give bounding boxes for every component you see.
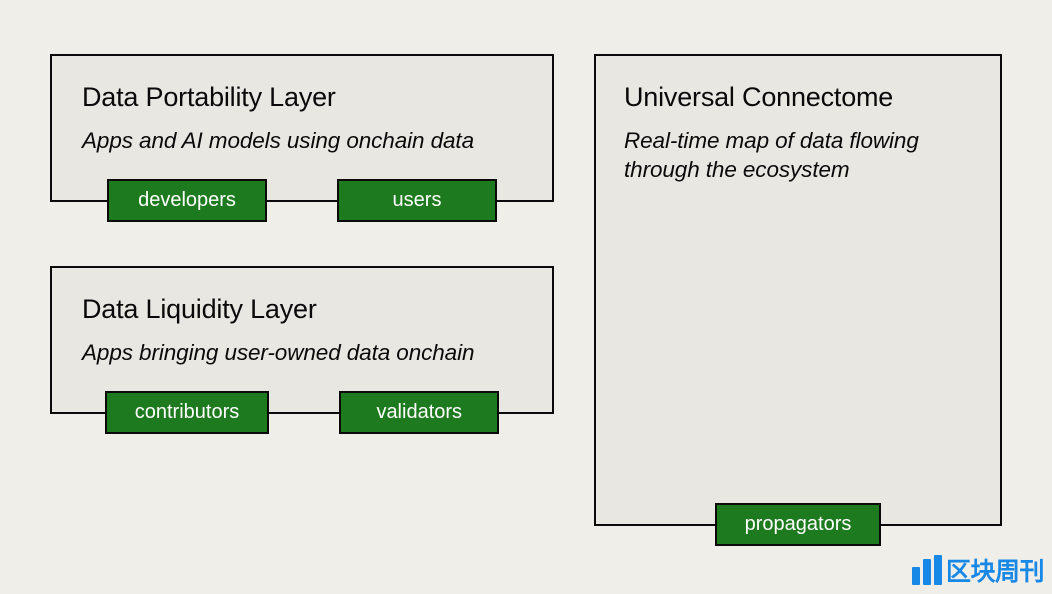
- tag-validators: validators: [339, 391, 499, 434]
- watermark-text: 区块周刊: [946, 552, 1044, 588]
- universal-connectome-box: Universal Connectome Real-time map of da…: [594, 54, 1002, 526]
- left-column: Data Portability Layer Apps and AI model…: [50, 54, 554, 594]
- connectome-title: Universal Connectome: [624, 82, 972, 113]
- right-column: Universal Connectome Real-time map of da…: [594, 54, 1002, 594]
- connectome-description: Real-time map of data flowing through th…: [624, 127, 972, 185]
- liquidity-title: Data Liquidity Layer: [82, 294, 522, 325]
- portability-description: Apps and AI models using onchain data: [82, 127, 522, 156]
- tag-developers: developers: [107, 179, 267, 222]
- data-liquidity-box: Data Liquidity Layer Apps bringing user-…: [50, 266, 554, 414]
- data-portability-box: Data Portability Layer Apps and AI model…: [50, 54, 554, 202]
- liquidity-description: Apps bringing user-owned data onchain: [82, 339, 522, 368]
- watermark-logo-icon: [912, 555, 942, 585]
- liquidity-tags: contributors validators: [52, 391, 552, 434]
- connectome-tags: propagators: [596, 503, 1000, 546]
- portability-title: Data Portability Layer: [82, 82, 522, 113]
- tag-contributors: contributors: [105, 391, 270, 434]
- tag-propagators: propagators: [715, 503, 882, 546]
- tag-users: users: [337, 179, 497, 222]
- watermark: 区块周刊: [912, 552, 1044, 588]
- portability-tags: developers users: [52, 179, 552, 222]
- diagram-container: Data Portability Layer Apps and AI model…: [0, 0, 1052, 594]
